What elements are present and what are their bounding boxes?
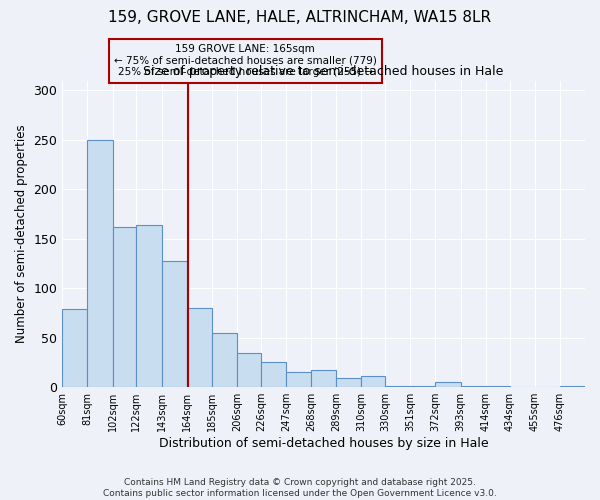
Bar xyxy=(311,370,336,387)
Bar xyxy=(261,362,286,387)
Bar xyxy=(187,308,212,387)
Bar xyxy=(286,372,311,387)
Bar xyxy=(385,386,410,387)
Bar xyxy=(237,352,261,387)
Bar xyxy=(560,386,585,387)
Y-axis label: Number of semi-detached properties: Number of semi-detached properties xyxy=(15,124,28,343)
Bar xyxy=(410,386,436,387)
Text: 159 GROVE LANE: 165sqm
← 75% of semi-detached houses are smaller (779)
25% of se: 159 GROVE LANE: 165sqm ← 75% of semi-det… xyxy=(114,44,377,78)
Bar xyxy=(136,225,161,387)
Text: 159, GROVE LANE, HALE, ALTRINCHAM, WA15 8LR: 159, GROVE LANE, HALE, ALTRINCHAM, WA15 … xyxy=(109,10,491,25)
Bar xyxy=(436,382,461,387)
Bar xyxy=(88,140,113,387)
Bar xyxy=(62,309,88,387)
Bar xyxy=(212,333,237,387)
Text: Contains HM Land Registry data © Crown copyright and database right 2025.
Contai: Contains HM Land Registry data © Crown c… xyxy=(103,478,497,498)
Bar xyxy=(486,386,509,387)
Bar xyxy=(336,378,361,387)
X-axis label: Distribution of semi-detached houses by size in Hale: Distribution of semi-detached houses by … xyxy=(159,437,488,450)
Bar xyxy=(461,386,486,387)
Bar xyxy=(113,227,136,387)
Bar xyxy=(161,260,187,387)
Bar xyxy=(361,376,385,387)
Title: Size of property relative to semi-detached houses in Hale: Size of property relative to semi-detach… xyxy=(143,65,504,78)
